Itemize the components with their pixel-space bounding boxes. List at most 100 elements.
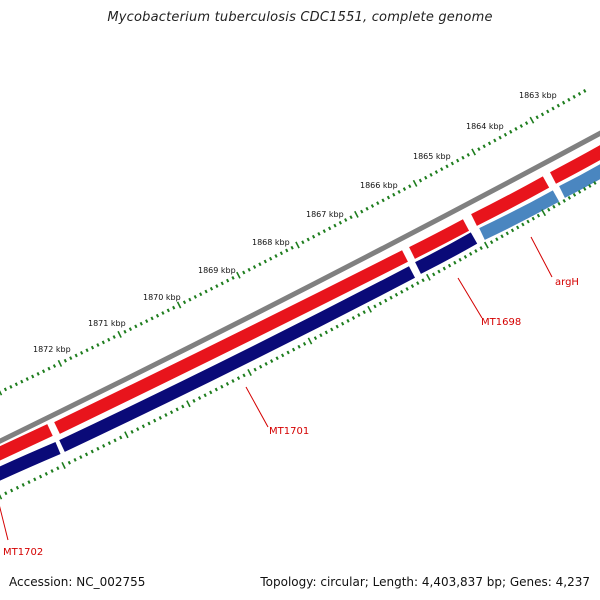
outer-scale-tick	[69, 356, 73, 361]
outer-scale-tick	[274, 254, 278, 258]
inner-scale-tick	[421, 278, 425, 283]
outer-scale-tick	[322, 229, 326, 234]
outer-scale-tick	[376, 201, 380, 206]
outer-scale-tick	[503, 132, 508, 137]
outer-scale-tick	[301, 240, 305, 245]
inner-scale-tick	[253, 367, 257, 372]
outer-scale-tick	[172, 305, 176, 310]
outer-scale-tick	[209, 286, 214, 291]
inner-scale-tick	[220, 384, 224, 389]
inner-scale-tick	[335, 324, 339, 329]
forward-strand-genes	[0, 145, 600, 461]
outer-scale-tick	[279, 251, 284, 256]
outer-scale-tick	[514, 127, 518, 131]
gene-reverse-mt1698[interactable]	[415, 232, 478, 274]
outer-scale-tick	[424, 175, 428, 180]
gene-label-mt1698: MT1698	[481, 317, 521, 328]
inner-scale-tick	[416, 281, 420, 286]
inner-scale-tick	[225, 381, 230, 386]
outer-scale-tick	[429, 172, 433, 177]
outer-scale-tick	[117, 330, 122, 338]
outer-scale-tick	[402, 187, 407, 191]
gene-reverse-argh[interactable]	[479, 190, 560, 240]
inner-scale-tick	[389, 295, 393, 300]
outer-scale-tick	[487, 141, 492, 146]
inner-scale-tick	[264, 362, 268, 366]
outer-scale-tick	[461, 155, 465, 160]
scale-label-1868: 1868 kbp	[252, 238, 290, 247]
outer-scale-tick	[317, 232, 321, 236]
outer-scale-tick	[150, 316, 154, 321]
outer-scale-tick	[524, 121, 529, 125]
inner-scale-tick	[516, 225, 520, 230]
outer-scale-tick	[96, 343, 100, 347]
outer-scale-tick	[128, 327, 133, 331]
outer-scale-tick	[328, 226, 332, 231]
outer-scale-tick	[381, 198, 385, 203]
outer-scale-tick	[498, 135, 502, 140]
inner-scale-tick	[209, 390, 213, 395]
outer-scale-tick	[247, 267, 251, 272]
inner-scale-tick	[270, 359, 274, 363]
outer-scale-tick	[572, 94, 576, 99]
inner-scale-tick	[572, 192, 577, 197]
gene-forward-3[interactable]	[409, 219, 470, 259]
outer-scale-tick	[123, 329, 127, 334]
inner-scale-tick	[432, 272, 436, 277]
leader-mt1702	[0, 505, 9, 541]
inner-scale-tick	[521, 222, 525, 227]
gene-forward-5[interactable]	[550, 145, 600, 184]
inner-scale-tick	[61, 461, 66, 469]
inner-scale-tick	[192, 399, 196, 403]
outer-scale-tick	[74, 353, 78, 358]
inner-scale-tick	[463, 254, 468, 259]
gene-reverse-mt1701[interactable]	[59, 266, 416, 452]
outer-scale-tick	[445, 164, 449, 169]
inner-scale-tick	[158, 415, 162, 420]
gene-forward-4[interactable]	[471, 176, 550, 226]
leader-mt1701	[245, 386, 269, 428]
inner-scale-tick	[164, 413, 168, 417]
inner-scale-tick	[495, 237, 499, 242]
gene-label-leaders	[0, 236, 553, 541]
outer-scale-tick	[546, 109, 550, 114]
inner-scale-tick	[384, 298, 388, 303]
inner-scale-tick	[583, 187, 587, 191]
outer-scale-tick	[36, 371, 40, 376]
outer-scale-tick	[338, 220, 342, 225]
scale-label-1869: 1869 kbp	[198, 266, 236, 275]
inner-scale-tick	[242, 373, 246, 378]
outer-scale-tick	[85, 348, 89, 353]
inner-scale-tick	[119, 435, 123, 440]
gene-forward-2[interactable]	[54, 250, 408, 434]
inner-scale-tick	[557, 201, 561, 206]
map-title: Mycobacterium tuberculosis CDC1551, comp…	[107, 10, 493, 25]
outer-scale-tick	[252, 265, 257, 269]
gene-forward-1[interactable]	[0, 424, 53, 461]
outer-scale-tick	[456, 158, 460, 163]
inner-scale-tick	[526, 219, 530, 224]
inner-scale-tick	[259, 364, 263, 369]
inner-scale-tick	[588, 184, 592, 188]
inner-scale-tick	[567, 195, 572, 200]
outer-scale-ticks	[0, 89, 587, 396]
inner-scale-tick	[141, 424, 145, 429]
inner-scale-tick	[96, 446, 100, 451]
outer-scale-tick	[258, 262, 262, 267]
leader-mt1698	[457, 277, 483, 319]
outer-scale-tick	[556, 103, 560, 108]
inner-scale-tick	[102, 444, 106, 448]
inner-scale-tick	[15, 485, 20, 490]
inner-scale-tick	[500, 234, 504, 239]
inner-scale-tick	[340, 321, 345, 326]
outer-scale-tick	[408, 184, 412, 189]
gene-reverse-mt1702[interactable]	[0, 442, 61, 481]
outer-scale-tick	[529, 116, 535, 124]
inner-scale-tick	[324, 330, 328, 335]
inner-scale-tick	[552, 204, 556, 209]
inner-scale-tick	[50, 469, 54, 473]
inner-scale-tick	[319, 333, 323, 338]
outer-scale-tick	[466, 152, 470, 157]
gene-reverse-5[interactable]	[559, 164, 600, 198]
inner-scale-tick	[197, 396, 202, 400]
